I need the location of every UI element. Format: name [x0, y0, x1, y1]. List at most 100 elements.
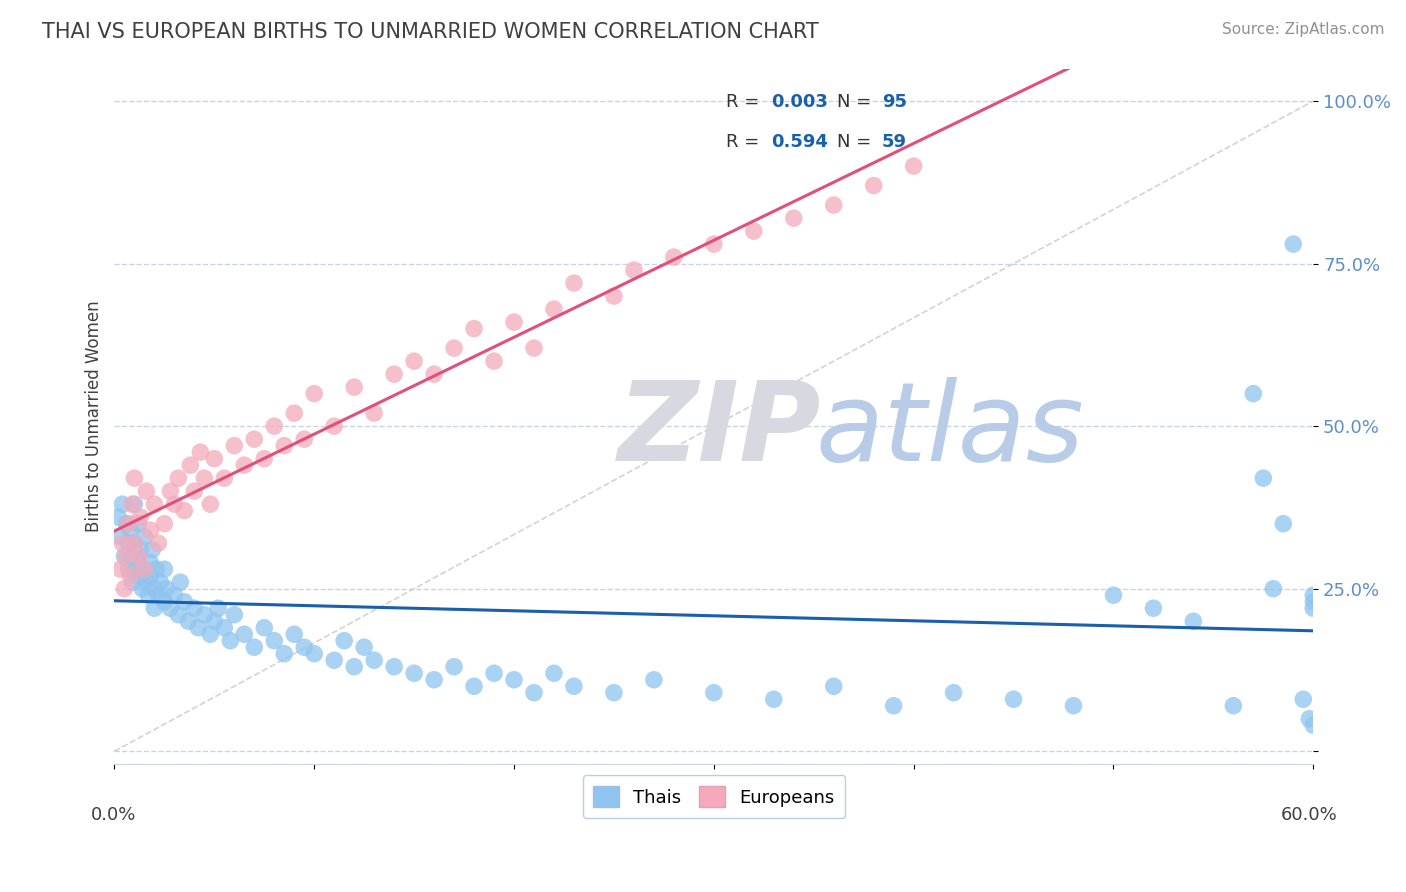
- Point: [127, 549, 149, 564]
- Point: [112, 582, 135, 596]
- Point: [129, 542, 152, 557]
- Point: [124, 497, 146, 511]
- Point: [129, 510, 152, 524]
- Point: [562, 679, 585, 693]
- Point: [323, 419, 346, 434]
- Point: [783, 211, 806, 225]
- Point: [143, 582, 166, 596]
- Point: [292, 640, 315, 655]
- Point: [1253, 471, 1275, 485]
- Point: [903, 159, 925, 173]
- Text: R =: R =: [725, 133, 765, 151]
- Text: Source: ZipAtlas.com: Source: ZipAtlas.com: [1222, 22, 1385, 37]
- Point: [149, 575, 172, 590]
- Point: [173, 504, 195, 518]
- Point: [273, 647, 295, 661]
- Point: [883, 698, 905, 713]
- Point: [482, 354, 505, 368]
- Point: [1292, 692, 1315, 706]
- Point: [134, 562, 156, 576]
- Point: [273, 439, 295, 453]
- Point: [1282, 237, 1305, 252]
- Point: [115, 516, 138, 531]
- Point: [145, 562, 167, 576]
- Point: [333, 633, 356, 648]
- Point: [302, 647, 325, 661]
- Point: [404, 666, 426, 681]
- Point: [117, 536, 139, 550]
- Point: [179, 458, 201, 472]
- Text: 95: 95: [882, 93, 907, 111]
- Point: [1102, 588, 1125, 602]
- Point: [134, 562, 156, 576]
- Point: [125, 562, 148, 576]
- Legend: Thais, Europeans: Thais, Europeans: [582, 775, 845, 818]
- Point: [1302, 595, 1324, 609]
- Point: [153, 516, 176, 531]
- Point: [153, 562, 176, 576]
- Point: [233, 458, 256, 472]
- Point: [243, 640, 266, 655]
- Point: [224, 439, 246, 453]
- Point: [110, 562, 132, 576]
- Point: [1263, 582, 1285, 596]
- Point: [543, 666, 565, 681]
- Point: [603, 289, 626, 303]
- Point: [127, 516, 149, 531]
- Point: [143, 497, 166, 511]
- Point: [703, 237, 725, 252]
- Point: [503, 315, 526, 329]
- Text: ZIP: ZIP: [617, 376, 821, 483]
- Point: [183, 601, 205, 615]
- Point: [823, 198, 845, 212]
- Point: [662, 250, 685, 264]
- Point: [762, 692, 785, 706]
- Point: [283, 406, 305, 420]
- Point: [202, 451, 225, 466]
- Point: [155, 582, 177, 596]
- Point: [111, 536, 134, 550]
- Point: [224, 607, 246, 622]
- Point: [233, 627, 256, 641]
- Point: [214, 621, 236, 635]
- Point: [283, 627, 305, 641]
- Point: [193, 607, 215, 622]
- Point: [141, 542, 163, 557]
- Point: [120, 523, 142, 537]
- Point: [120, 549, 142, 564]
- Point: [1302, 601, 1324, 615]
- Point: [1298, 712, 1320, 726]
- Point: [110, 530, 132, 544]
- Point: [742, 224, 765, 238]
- Point: [363, 653, 385, 667]
- Point: [139, 523, 162, 537]
- Text: 0.0%: 0.0%: [90, 806, 136, 824]
- Point: [200, 627, 222, 641]
- Point: [167, 607, 190, 622]
- Point: [1142, 601, 1164, 615]
- Point: [202, 614, 225, 628]
- Point: [139, 568, 162, 582]
- Point: [124, 471, 146, 485]
- Point: [120, 568, 142, 582]
- Point: [603, 686, 626, 700]
- Point: [159, 601, 181, 615]
- Point: [463, 679, 485, 693]
- Point: [363, 406, 385, 420]
- Point: [503, 673, 526, 687]
- Point: [343, 659, 366, 673]
- Point: [1002, 692, 1025, 706]
- Point: [207, 601, 229, 615]
- Point: [131, 582, 153, 596]
- Point: [643, 673, 665, 687]
- Point: [187, 621, 209, 635]
- Point: [1272, 516, 1295, 531]
- Point: [111, 497, 134, 511]
- Point: [253, 451, 276, 466]
- Point: [193, 471, 215, 485]
- Point: [135, 484, 157, 499]
- Point: [423, 367, 446, 381]
- Point: [263, 419, 285, 434]
- Point: [135, 575, 157, 590]
- Point: [382, 659, 405, 673]
